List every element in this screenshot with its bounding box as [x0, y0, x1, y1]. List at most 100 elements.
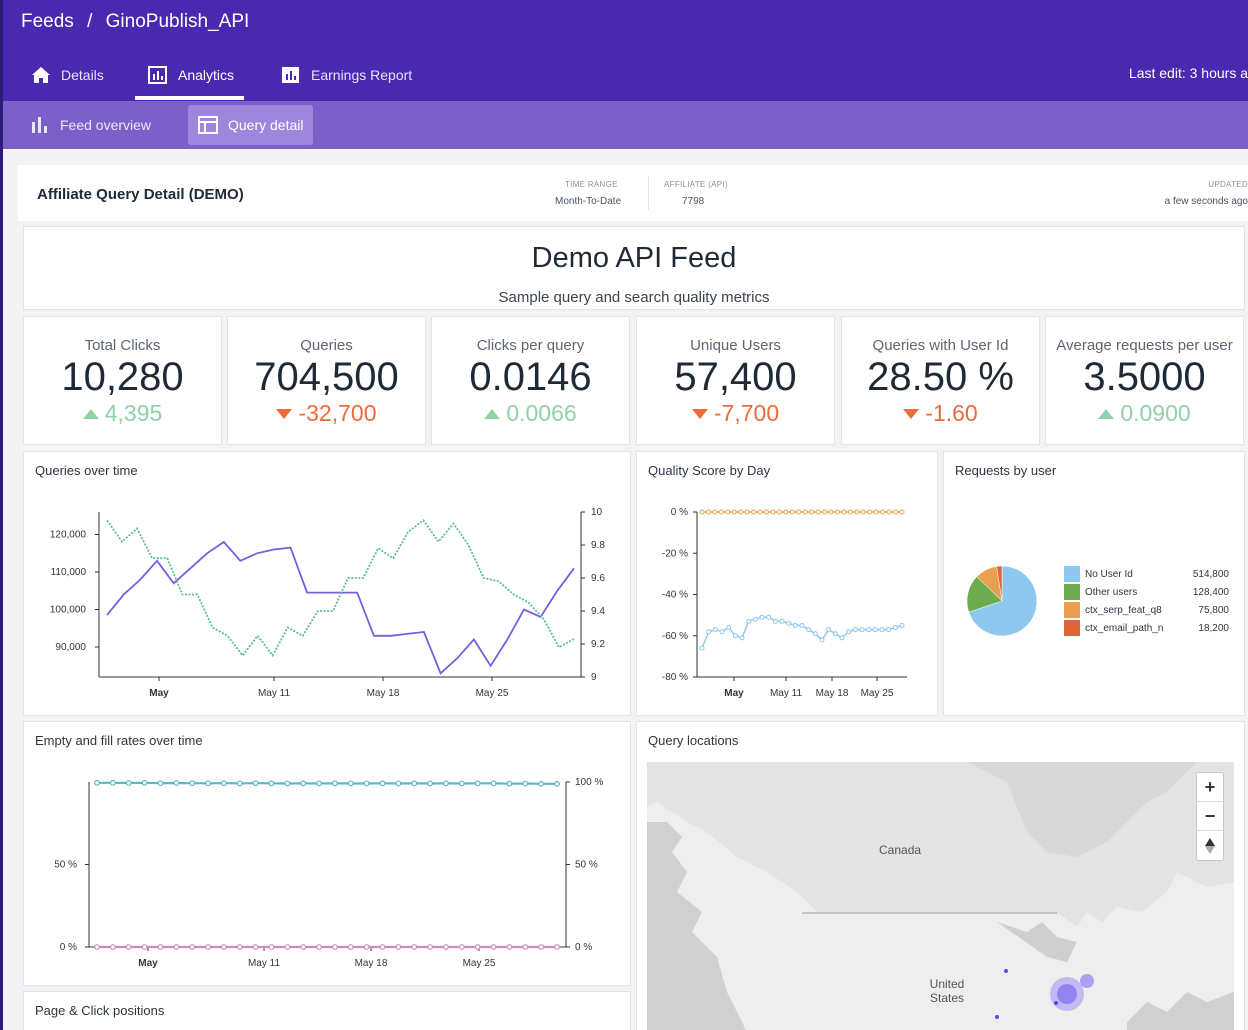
data-point — [490, 780, 497, 787]
data-point — [109, 779, 116, 786]
data-point — [411, 780, 418, 787]
data-point — [725, 509, 731, 515]
kpi-label: Queries with User Id — [872, 337, 1009, 354]
y-tick-label: 0 % — [60, 942, 77, 953]
arrow-down-icon — [691, 408, 708, 419]
kpi-delta: -7,700 — [637, 400, 834, 427]
data-point — [892, 625, 898, 630]
data-point — [779, 618, 785, 624]
zoom-in-button[interactable]: + — [1197, 773, 1223, 802]
data-point — [205, 780, 211, 787]
data-point — [866, 627, 872, 633]
series-line — [701, 616, 903, 649]
legend-item[interactable]: Other users 128,400 — [1064, 583, 1229, 601]
queries-over-time-chart[interactable]: 120,000 110,000 100,000 90,000 10 9.8 9.6 9.4 9.… — [24, 452, 630, 715]
data-point — [776, 509, 782, 515]
y-tick-label-right: 0 % — [575, 942, 592, 953]
data-point — [789, 509, 795, 515]
legend-value: 18,200 — [1198, 622, 1229, 634]
data-point — [284, 944, 291, 950]
quality-score-chart[interactable]: 0 % -20 % -40 % -60 % -80 % May May 11 May 18 Ma… — [637, 452, 937, 715]
updated-label: UPDATED — [1208, 180, 1248, 189]
affiliate-label: AFFILIATE (API) — [664, 180, 728, 189]
data-point — [739, 635, 745, 641]
data-point — [899, 622, 905, 628]
data-point — [220, 944, 227, 950]
data-point — [109, 944, 116, 950]
zoom-out-button[interactable]: − — [1197, 802, 1223, 831]
legend-item[interactable]: No User Id 514,800 — [1064, 565, 1229, 583]
data-point — [268, 780, 275, 787]
kpi-delta-value: -1.60 — [925, 400, 978, 426]
data-point — [699, 509, 705, 515]
map-label-canada: Canada — [879, 843, 922, 857]
data-point — [347, 944, 354, 950]
data-point — [427, 944, 434, 950]
x-tick-label: May 11 — [770, 688, 802, 699]
kpi-value: 3.5000 — [1083, 355, 1206, 399]
legend-item[interactable]: ctx_serp_feat_q8 75,800 — [1064, 601, 1229, 619]
x-tick-label: May 18 — [816, 688, 849, 699]
tab-analytics[interactable]: Analytics — [148, 62, 234, 88]
fill-rates-card: Empty and fill rates over time 50 % 0 % 10… — [23, 721, 631, 986]
chart-title: Page & Click positions — [35, 1003, 165, 1018]
data-point — [316, 780, 322, 787]
x-tick-label: May 25 — [476, 688, 509, 699]
legend-item[interactable]: ctx_email_path_n 18,200 — [1064, 619, 1229, 637]
y-tick-label: 0 % — [671, 507, 688, 518]
data-point — [236, 780, 243, 787]
y-tick-label-right: 100 % — [575, 777, 603, 788]
affiliate-value[interactable]: 7798 — [682, 196, 705, 207]
home-icon — [32, 67, 50, 83]
y-tick-label-right: 50 % — [575, 860, 598, 871]
x-tick-label: May — [138, 958, 158, 969]
data-point — [94, 944, 100, 950]
data-point — [757, 509, 763, 515]
kpi-delta-value: -7,700 — [713, 400, 780, 426]
data-point — [873, 509, 879, 515]
y-tick-label: 50 % — [54, 860, 77, 871]
breadcrumb-feeds-link[interactable]: Feeds — [21, 11, 74, 32]
y-tick-label: -60 % — [662, 631, 688, 642]
data-point — [732, 633, 738, 639]
arrow-down-icon — [903, 408, 920, 419]
data-point — [363, 780, 370, 787]
quality-score-card: Quality Score by Day 0 % -20 % -40 % -60 % -… — [636, 451, 938, 716]
time-range-value[interactable]: Month-To-Date — [555, 196, 622, 207]
data-point — [819, 637, 825, 643]
data-point — [300, 944, 307, 950]
data-point — [899, 509, 905, 515]
legend-swatch — [1064, 566, 1080, 582]
data-point — [379, 780, 386, 787]
query-locations-map[interactable]: Canada United States + − — [647, 762, 1234, 1030]
y-tick-label-right: 9.8 — [591, 540, 605, 551]
data-point — [506, 780, 513, 787]
compass-reset-button[interactable] — [1197, 831, 1223, 860]
kpi-delta-value: 0.0066 — [506, 400, 577, 426]
subtab-feed-overview[interactable]: Feed overview — [20, 105, 161, 145]
tab-details[interactable]: Details — [31, 62, 104, 88]
requests-by-user-pie[interactable] — [959, 552, 1069, 652]
kpi-card-queries-with-user-id: Queries with User Id 28.50 % -1.60 — [841, 316, 1040, 445]
x-tick-label: May — [149, 688, 169, 699]
kpi-label: Total Clicks — [84, 337, 161, 354]
x-tick-label: May 18 — [355, 958, 388, 969]
table-icon — [198, 116, 218, 134]
data-point — [141, 779, 148, 786]
x-tick-label: May 25 — [463, 958, 496, 969]
chart-title: Requests by user — [955, 463, 1057, 478]
x-tick-label: May 11 — [248, 958, 280, 969]
fill-rates-chart[interactable]: 50 % 0 % 100 % 50 % 0 % May May 11 May 18 May 25 — [24, 722, 630, 985]
data-point — [752, 616, 758, 622]
pie-slice — [996, 565, 1003, 602]
map-zoom-controls: + − — [1196, 772, 1224, 861]
data-point — [506, 944, 513, 950]
kpi-card-unique-users: Unique Users 57,400 -7,700 — [636, 316, 835, 445]
data-point — [751, 509, 757, 515]
subtab-query-detail[interactable]: Query detail — [188, 105, 314, 145]
compass-icon — [1205, 837, 1215, 854]
tab-earnings-report[interactable]: Earnings Report — [281, 62, 412, 88]
legend-value: 128,400 — [1192, 586, 1229, 598]
y-tick-label: 110,000 — [51, 567, 87, 578]
data-point — [395, 780, 402, 787]
